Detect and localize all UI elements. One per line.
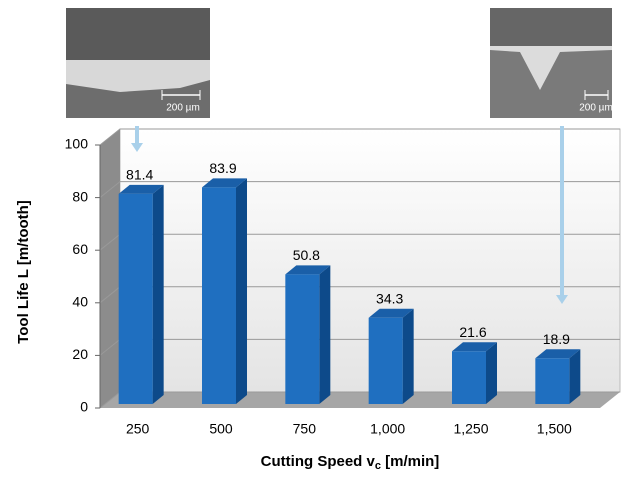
bar-top: [118, 184, 164, 194]
x-tick-label: 1,250: [453, 421, 488, 437]
bar-top: [452, 342, 497, 352]
bar: [285, 265, 331, 404]
value-label: 34.3: [376, 290, 403, 306]
bar: [535, 349, 581, 404]
value-label: 50.8: [293, 247, 320, 263]
bar-top: [285, 265, 331, 275]
bar: [368, 308, 414, 404]
x-axis-label: Cutting Speed vc [m/min]: [261, 453, 440, 472]
x-tick-label: 750: [293, 421, 317, 437]
bar-side: [236, 178, 247, 404]
scale-bar-label: 200 µm: [579, 103, 613, 114]
value-label: 83.9: [209, 160, 236, 176]
bar-side: [402, 308, 414, 404]
scale-bar-label: 200 µm: [166, 103, 200, 114]
bar-side: [319, 265, 331, 404]
y-tick-label: 40: [72, 294, 88, 310]
value-label: 21.6: [459, 324, 486, 340]
bar-front: [452, 351, 486, 404]
x-tick-label: 1,000: [370, 421, 405, 437]
arrow-head: [556, 295, 568, 304]
bar-front: [535, 358, 570, 404]
bar-front: [285, 274, 320, 404]
grid-line: [99, 128, 620, 146]
x-tick-label: 250: [126, 421, 150, 437]
x-axis-label-unit: [m/min]: [381, 453, 439, 470]
y-tick-label: 60: [72, 241, 88, 257]
y-tick-label: 20: [72, 346, 88, 362]
bar-front: [202, 187, 236, 404]
bar-top: [535, 349, 581, 359]
x-tick-label: 500: [209, 421, 233, 437]
x-tick-label: 1,500: [537, 421, 572, 437]
grid-line: [99, 181, 620, 198]
y-tick-label: 0: [80, 399, 88, 415]
bar-top: [368, 308, 414, 318]
arrow-head: [131, 143, 143, 152]
value-label: 81.4: [126, 167, 153, 183]
y-axis-label: Tool Life L [m/tooth]: [15, 200, 32, 344]
micrograph-left: 200 µm: [66, 8, 210, 118]
bar-top: [202, 178, 247, 188]
micrograph-right: 200 µm: [490, 8, 613, 118]
bar-side: [486, 342, 497, 404]
bar-front: [118, 193, 153, 404]
bar-side: [569, 349, 581, 404]
y-tick-label: 80: [72, 188, 88, 204]
side-wall: [100, 129, 120, 408]
value-label: 18.9: [543, 331, 570, 347]
x-axis-label-text: Cutting Speed v: [261, 453, 376, 470]
bar: [452, 342, 497, 404]
bar-front: [368, 317, 403, 404]
bar: [202, 178, 247, 404]
x-axis-label-subscript: c: [375, 460, 381, 472]
bar: [118, 184, 164, 404]
y-tick-label: 100: [65, 136, 89, 152]
bar-side: [152, 184, 164, 404]
